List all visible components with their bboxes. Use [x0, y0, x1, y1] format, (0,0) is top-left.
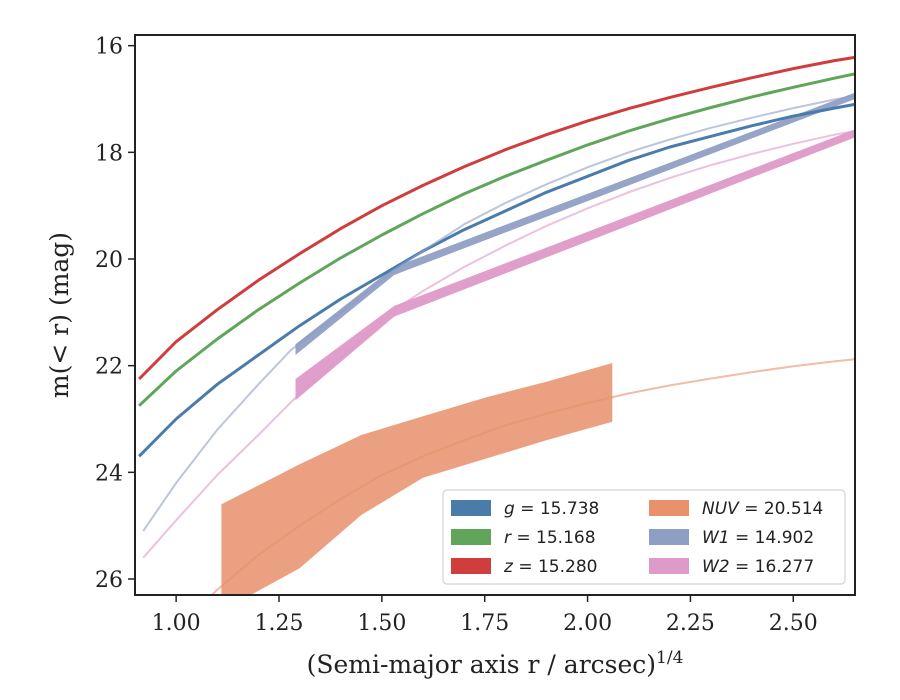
legend-swatch-z	[451, 558, 491, 574]
legend-box	[442, 489, 846, 585]
plot-frame	[134, 34, 856, 596]
x-tick-label: 1.50	[357, 611, 406, 636]
y-tick-label: 26	[95, 568, 123, 593]
z-line	[138, 55, 855, 381]
y-tick-label: 20	[95, 248, 123, 273]
legend-swatch-r	[451, 529, 491, 545]
x-tick-label: 1.75	[460, 611, 509, 636]
w2-band	[295, 129, 855, 401]
x-tick-label: 1.25	[255, 611, 304, 636]
x-axis-label-exponent: 1/4	[656, 648, 683, 668]
legend-swatch-g	[451, 500, 491, 516]
legend-label-z: z = 15.280	[503, 557, 597, 577]
legend-swatch-w2	[649, 558, 689, 574]
legend-label-w2: W2 = 16.277	[702, 557, 814, 577]
x-tick-label: 2.50	[769, 611, 818, 636]
series-lines	[138, 55, 855, 595]
x-tick-label: 1.00	[152, 611, 201, 636]
legend: g = 15.738 r = 15.168 z = 15.280 NUV = 20.5…	[442, 489, 846, 585]
nuv-band	[221, 363, 613, 595]
y-tick-label: 18	[95, 141, 123, 166]
legend-label-nuv: NUV = 20.514	[702, 499, 823, 519]
legend-label-g: g = 15.738	[504, 499, 599, 519]
legend-label-r: r = 15.168	[504, 528, 596, 548]
x-axis-label: (Semi-major axis r / arcsec)1/4	[307, 648, 684, 679]
w1-band	[295, 92, 855, 355]
nuv-line	[210, 358, 855, 595]
legend-label-w1: W1 = 14.902	[702, 528, 814, 548]
y-tick-label: 16	[95, 35, 123, 60]
y-tick-label: 24	[95, 461, 123, 486]
y-axis-label: m(< r) (mag)	[45, 232, 74, 398]
y-axis-ticks: 16 18 20 22 24 26	[95, 35, 135, 593]
w1-line	[142, 94, 855, 532]
x-axis-ticks: 1.00 1.25 1.50 1.75 2.00 2.25 2.50	[152, 595, 818, 636]
g-line	[138, 102, 855, 458]
w2-line	[142, 130, 855, 559]
y-tick-label: 22	[95, 355, 123, 380]
x-tick-label: 2.00	[563, 611, 612, 636]
x-tick-label: 2.25	[666, 611, 715, 636]
legend-swatch-w1	[649, 529, 689, 545]
legend-swatch-nuv	[649, 500, 689, 516]
r-line	[138, 72, 855, 407]
uncertainty-bands	[221, 92, 855, 595]
